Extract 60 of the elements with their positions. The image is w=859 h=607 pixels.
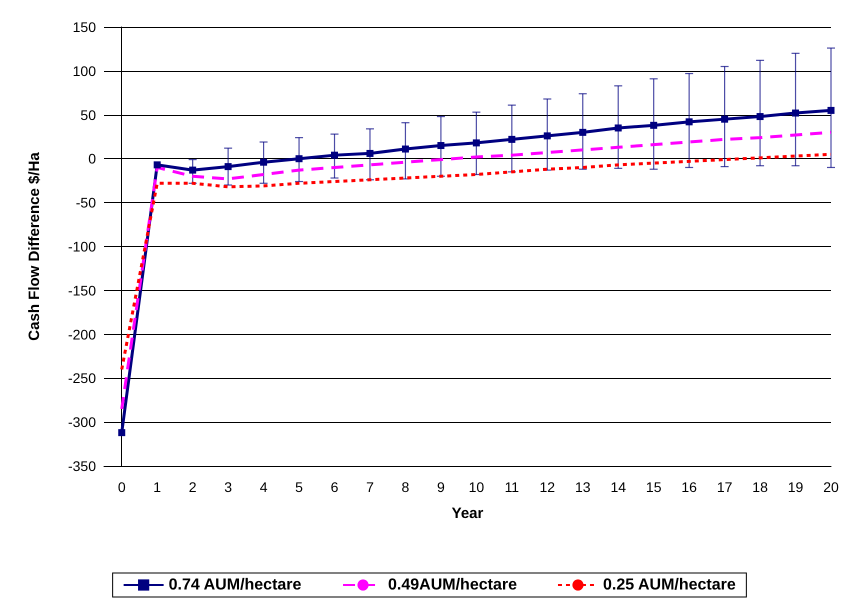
point: [296, 155, 303, 162]
x-tick-label: 4: [260, 479, 268, 495]
point: [331, 152, 338, 159]
y-tick-label: -300: [68, 414, 96, 430]
x-tick-label: 6: [330, 479, 339, 495]
x-tick-label: 10: [468, 479, 484, 495]
point: [224, 163, 232, 170]
point: [472, 139, 480, 146]
x-tick-label: 16: [681, 479, 698, 495]
x-tick-label: 20: [823, 479, 839, 495]
point: [614, 124, 622, 132]
x-tick-label: 17: [716, 479, 733, 495]
legend-label: 0.74 AUM/hectare: [168, 576, 302, 594]
point: [154, 161, 161, 168]
point: [508, 136, 516, 143]
y-tick-label: 0: [88, 150, 96, 167]
x-tick-label: 13: [574, 479, 591, 495]
point: [721, 116, 728, 123]
line-series: [120, 130, 832, 410]
x-tick-label: 11: [504, 479, 520, 495]
x-tick-label: 7: [366, 479, 374, 495]
x-axis-title: Year: [452, 505, 484, 522]
y-axis-title: Cash Flow Difference $/Ha: [26, 152, 43, 341]
x-tick-label: 8: [402, 479, 410, 495]
x-tick-label: 5: [295, 479, 304, 495]
point: [579, 128, 586, 136]
y-tick-label: 100: [72, 62, 96, 79]
y-tick-label: 50: [80, 106, 96, 123]
point: [650, 122, 658, 129]
point: [366, 150, 374, 157]
y-tick-label: -50: [76, 194, 96, 211]
point: [544, 132, 551, 140]
x-tick-label: 14: [610, 479, 626, 495]
point: [189, 166, 196, 174]
legend-label: 0.49AUM/hectare: [388, 576, 518, 594]
x-tick-label: 19: [788, 479, 804, 495]
y-tick-label: -100: [68, 238, 96, 254]
y-tick-label: -250: [68, 370, 96, 386]
point: [260, 158, 268, 166]
point: [118, 429, 126, 436]
point: [756, 113, 764, 120]
point: [402, 146, 409, 153]
x-tick-label: 12: [540, 479, 556, 495]
x-tick-label: 1: [153, 479, 162, 495]
point: [686, 118, 693, 126]
x-tick-label: 2: [188, 479, 197, 495]
x-tick-label: 18: [752, 479, 768, 495]
y-tick-label: -150: [68, 282, 96, 298]
x-tick-label: 3: [224, 479, 232, 495]
point: [828, 106, 834, 114]
legend-label: 0.25 AUM/hectare: [602, 576, 736, 594]
x-tick-label: 0: [118, 479, 126, 495]
y-tick-label: 150: [72, 19, 96, 35]
x-tick-label: 15: [646, 479, 662, 495]
point: [792, 110, 800, 117]
x-tick-label: 9: [437, 479, 446, 495]
y-tick-label: -200: [68, 326, 96, 342]
y-tick-label: -350: [68, 458, 96, 474]
line-series: [120, 152, 832, 371]
point: [437, 142, 444, 150]
